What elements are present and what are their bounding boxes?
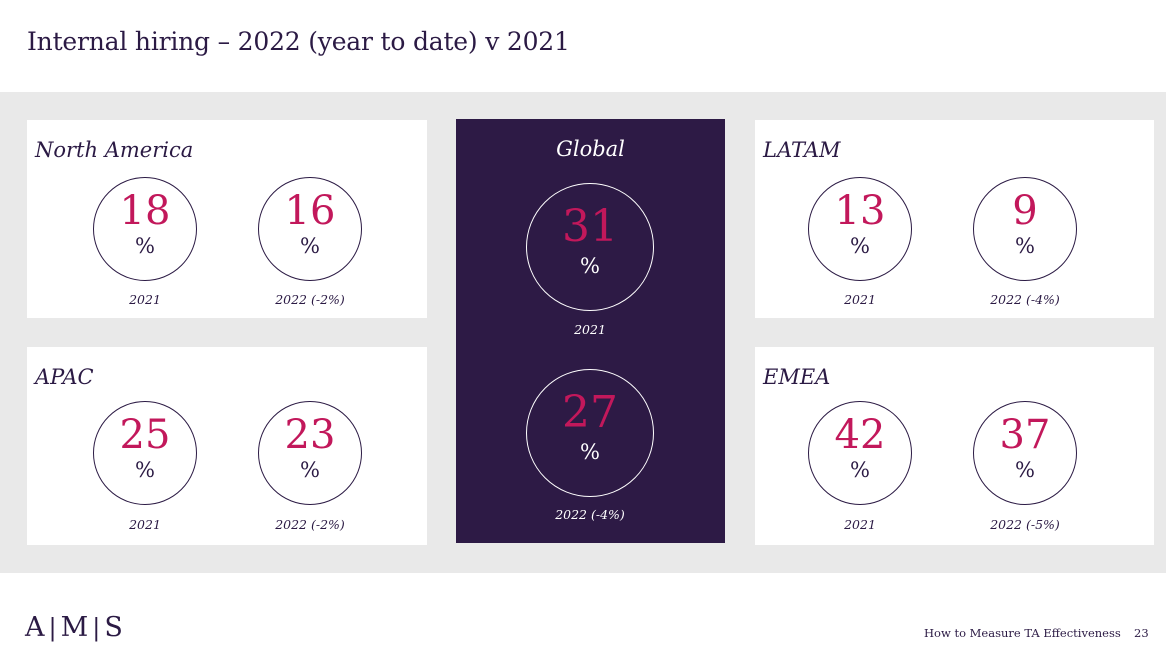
stat-value: 18 [119,188,171,234]
page-number: 23 [1134,626,1149,640]
stat-unit: % [580,254,600,278]
stat-unit: % [135,458,155,482]
logo-divider: | [48,614,58,642]
region-card-apac: APAC 25 % 2021 23 % 2022 (-2%) [27,347,427,545]
region-label: APAC [35,365,94,389]
stat-caption: 2021 [574,322,606,337]
stat-value: 16 [284,188,336,234]
stat-circle-2021: 13 % [808,177,912,281]
stat-value: 27 [562,387,618,438]
stat-caption: 2022 (-4%) [555,507,625,522]
stat-unit: % [850,458,870,482]
logo-letter: M [60,612,90,643]
logo-divider: | [92,614,102,642]
stat-unit: % [135,234,155,258]
stat-caption: 2021 [129,517,161,532]
logo-letter: A [25,612,46,643]
region-card-emea: EMEA 42 % 2021 37 % 2022 (-5%) [755,347,1154,545]
stat-circle-2021: 31 % [526,183,654,311]
stat-value: 13 [834,188,886,234]
stat-circle-2022: 23 % [258,401,362,505]
region-card-north-america: North America 18 % 2021 16 % 2022 (-2%) [27,120,427,318]
stat-caption: 2022 (-4%) [990,292,1060,307]
ams-logo: A | M | S [25,612,124,643]
stat-circle-2021: 42 % [808,401,912,505]
region-card-global: Global 31 % 2021 27 % 2022 (-4%) [456,119,725,543]
logo-letter: S [104,612,124,643]
stat-value: 42 [834,412,886,458]
stat-value: 23 [284,412,336,458]
stat-caption: 2022 (-2%) [275,292,345,307]
region-label: EMEA [763,365,831,389]
stat-caption: 2022 (-2%) [275,517,345,532]
region-label: North America [35,138,194,162]
region-label: Global [556,137,625,161]
stat-circle-2022: 16 % [258,177,362,281]
page-title: Internal hiring – 2022 (year to date) v … [27,27,570,56]
stat-circle-2022: 27 % [526,369,654,497]
stat-circle-2022: 37 % [973,401,1077,505]
stat-value: 31 [562,201,618,252]
stat-unit: % [580,440,600,464]
stat-unit: % [1015,234,1035,258]
stat-unit: % [850,234,870,258]
stat-caption: 2021 [844,517,876,532]
stat-caption: 2021 [129,292,161,307]
stat-circle-2021: 25 % [93,401,197,505]
stat-circle-2022: 9 % [973,177,1077,281]
document-title: How to Measure TA Effectiveness [924,626,1121,640]
stat-unit: % [300,458,320,482]
stat-unit: % [1015,458,1035,482]
stat-circle-2021: 18 % [93,177,197,281]
stat-unit: % [300,234,320,258]
stat-value: 25 [119,412,171,458]
region-label: LATAM [763,138,841,162]
stat-caption: 2022 (-5%) [990,517,1060,532]
stat-value: 9 [1012,188,1038,234]
stat-value: 37 [999,412,1051,458]
region-card-latam: LATAM 13 % 2021 9 % 2022 (-4%) [755,120,1154,318]
stat-caption: 2021 [844,292,876,307]
